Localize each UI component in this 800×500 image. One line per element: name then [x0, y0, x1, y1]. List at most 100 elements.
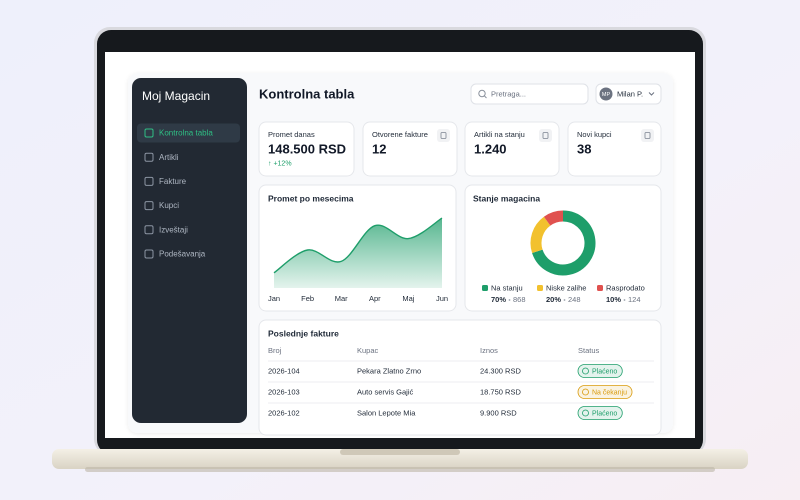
- nav-item[interactable]: Kontrolna tabla: [159, 129, 213, 138]
- stat-card: [464, 121, 560, 177]
- laptop-foot: [85, 467, 715, 472]
- search-box[interactable]: [470, 83, 589, 105]
- stat-icon: [542, 132, 549, 139]
- status-text: Plaćeno: [592, 368, 617, 375]
- donut-segment: [530, 216, 551, 254]
- nav-item[interactable]: Fakture: [159, 177, 187, 186]
- table-cell: Pekara Zlatno Zrno: [357, 366, 421, 375]
- nav-item[interactable]: Izveštaji: [159, 225, 188, 234]
- stat-icon: [440, 132, 447, 139]
- app-title: Moj Magacin: [142, 89, 210, 103]
- stat-value: 12: [372, 141, 386, 156]
- stat-icon: [644, 132, 651, 139]
- page-title: Kontrolna tabla: [259, 86, 355, 101]
- nav-item[interactable]: Podešavanja: [159, 250, 206, 259]
- card-title: Promet po mesecima: [268, 193, 354, 203]
- stat-label: Novi kupci: [577, 130, 612, 139]
- stat-label: Artikli na stanju: [474, 130, 525, 139]
- donut-segment: [532, 210, 596, 276]
- stat-value: 38: [577, 141, 591, 156]
- search-icon: [478, 89, 486, 98]
- laptop-notch: [340, 449, 460, 455]
- stat-card: [362, 121, 458, 177]
- table-cell: 9.900 RSD: [480, 408, 517, 417]
- column-header: Kupac: [357, 346, 379, 355]
- stat-icon-bg: [641, 129, 654, 142]
- x-tick-label: Feb: [301, 294, 314, 303]
- legend-count: 868: [513, 295, 526, 304]
- stat-value: 1.240: [474, 141, 507, 156]
- search-placeholder: Pretraga...: [491, 89, 526, 98]
- dashboard: Moj Magacin Kontrolna tabla Pretraga... …: [128, 73, 673, 436]
- sidebar: [132, 78, 247, 423]
- laptop-base: [52, 449, 748, 469]
- legend-swatch: [537, 285, 543, 291]
- table-cell: Salon Lepote Mia: [357, 408, 416, 417]
- legend-value: 70%: [491, 295, 506, 304]
- table-cell: 2026-103: [268, 387, 300, 396]
- avatar: [599, 87, 613, 101]
- stat-value: 148.500 RSD: [268, 141, 346, 156]
- nav-icon: [144, 249, 154, 259]
- card: [464, 184, 662, 312]
- stat-label: Otvorene fakture: [372, 130, 428, 139]
- legend-value: 20%: [546, 295, 561, 304]
- status-text: Plaćeno: [592, 410, 617, 417]
- card-title: Stanje magacina: [473, 193, 540, 203]
- status-icon: [582, 388, 589, 396]
- legend-count: 124: [628, 295, 641, 304]
- status-badge: [577, 406, 623, 420]
- legend-label: Rasprodato: [606, 283, 645, 292]
- table-cell: 18.750 RSD: [480, 387, 521, 396]
- table-cell: Auto servis Gajić: [357, 387, 414, 396]
- table-cell: 2026-104: [268, 366, 300, 375]
- nav-icon: [144, 152, 154, 162]
- nav-icon: [144, 176, 154, 186]
- status-icon: [582, 409, 589, 417]
- legend-label: Niske zalihe: [546, 283, 586, 292]
- search-icon: [483, 95, 487, 99]
- donut-segment: [543, 210, 564, 226]
- user-name: Milan P.: [617, 89, 643, 98]
- nav-icon: [144, 201, 154, 211]
- stat-label: Promet danas: [268, 130, 315, 139]
- x-tick-label: Apr: [369, 294, 381, 303]
- line: [273, 217, 443, 274]
- table-cell: 24.300 RSD: [480, 366, 521, 375]
- stat-card: [567, 121, 662, 177]
- separator-dot: [563, 299, 566, 301]
- area: [274, 218, 442, 288]
- status-badge: [577, 385, 633, 399]
- stat-card: [258, 121, 355, 177]
- separator-dot: [508, 299, 511, 301]
- stat-icon-bg: [539, 129, 552, 142]
- legend-count: 248: [568, 295, 581, 304]
- status-text: Na čekanju: [592, 389, 627, 396]
- legend-label: Na stanju: [491, 283, 523, 292]
- avatar-initials: MP: [602, 92, 611, 98]
- x-tick-label: Jun: [436, 294, 448, 303]
- legend-swatch: [597, 285, 603, 291]
- x-tick-label: Jan: [268, 294, 280, 303]
- nav-icon: [144, 225, 154, 235]
- status-badge: [577, 364, 623, 378]
- table-cell: 2026-102: [268, 408, 300, 417]
- stat-change: ↑ +12%: [268, 160, 292, 167]
- column-header: Iznos: [480, 346, 498, 355]
- nav-icon: [144, 128, 154, 138]
- nav-item[interactable]: Artikli: [159, 153, 179, 162]
- legend-swatch: [482, 285, 488, 291]
- nav-active: [137, 123, 240, 143]
- nav-item[interactable]: Kupci: [159, 201, 179, 210]
- chevron: [648, 92, 655, 96]
- stat-icon-bg: [437, 129, 450, 142]
- card-title: Poslednje fakture: [268, 328, 339, 338]
- x-tick-label: Maj: [402, 294, 414, 303]
- column-header: Status: [578, 346, 600, 355]
- user-menu[interactable]: [595, 83, 662, 105]
- card: [258, 319, 662, 436]
- legend-value: 10%: [606, 295, 621, 304]
- separator-dot: [623, 299, 626, 301]
